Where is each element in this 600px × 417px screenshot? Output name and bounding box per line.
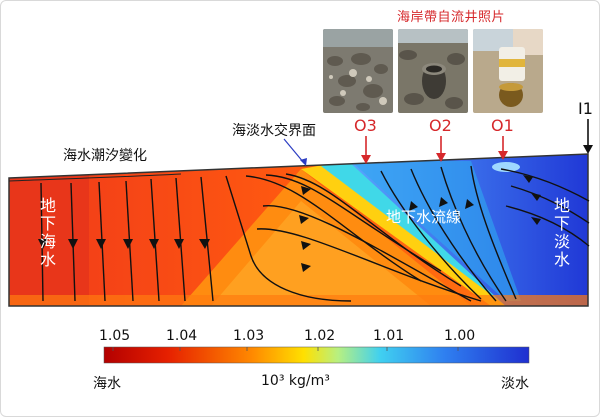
well-o2-label: O2 <box>429 116 452 135</box>
density-field <box>9 154 588 306</box>
colorbar-tick: 1.03 <box>233 328 265 344</box>
colorbar-left-label: 海水 <box>93 376 121 392</box>
colorbar-tick: 1.01 <box>373 328 405 344</box>
flowlines-middle <box>245 173 482 302</box>
flowlines-freshwater <box>380 165 590 302</box>
groundwater-seawater-label: 地下海水 <box>39 196 56 269</box>
well-o3-label: O3 <box>354 116 377 135</box>
photo-well-pipe <box>398 29 468 113</box>
photos-caption: 海岸帶自流井照片 <box>396 10 505 25</box>
colorbar-tick: 1.02 <box>304 328 336 344</box>
colorbar-tick: 1.04 <box>166 328 198 344</box>
tidal-change-label: 海水潮汐變化 <box>63 148 147 164</box>
photo-sand-pebbles <box>323 29 393 113</box>
flow-arrowheads <box>38 239 210 249</box>
flowline-label: 地下水流線 <box>386 208 462 226</box>
colorbar-tick: 1.00 <box>444 328 476 344</box>
colorbar-right-label: 淡水 <box>501 376 529 392</box>
interface-label: 海淡水交界面 <box>232 123 316 139</box>
photo-water-jar <box>473 29 543 113</box>
groundwater-freshwater-label: 地下淡水 <box>553 196 570 269</box>
well-i1-label: I1 <box>578 99 593 118</box>
colorbar-unit: 10³ kg/m³ <box>261 373 330 389</box>
colorbar-tick: 1.05 <box>99 328 131 344</box>
colorbar <box>103 346 530 364</box>
well-o1-label: O1 <box>491 116 514 135</box>
